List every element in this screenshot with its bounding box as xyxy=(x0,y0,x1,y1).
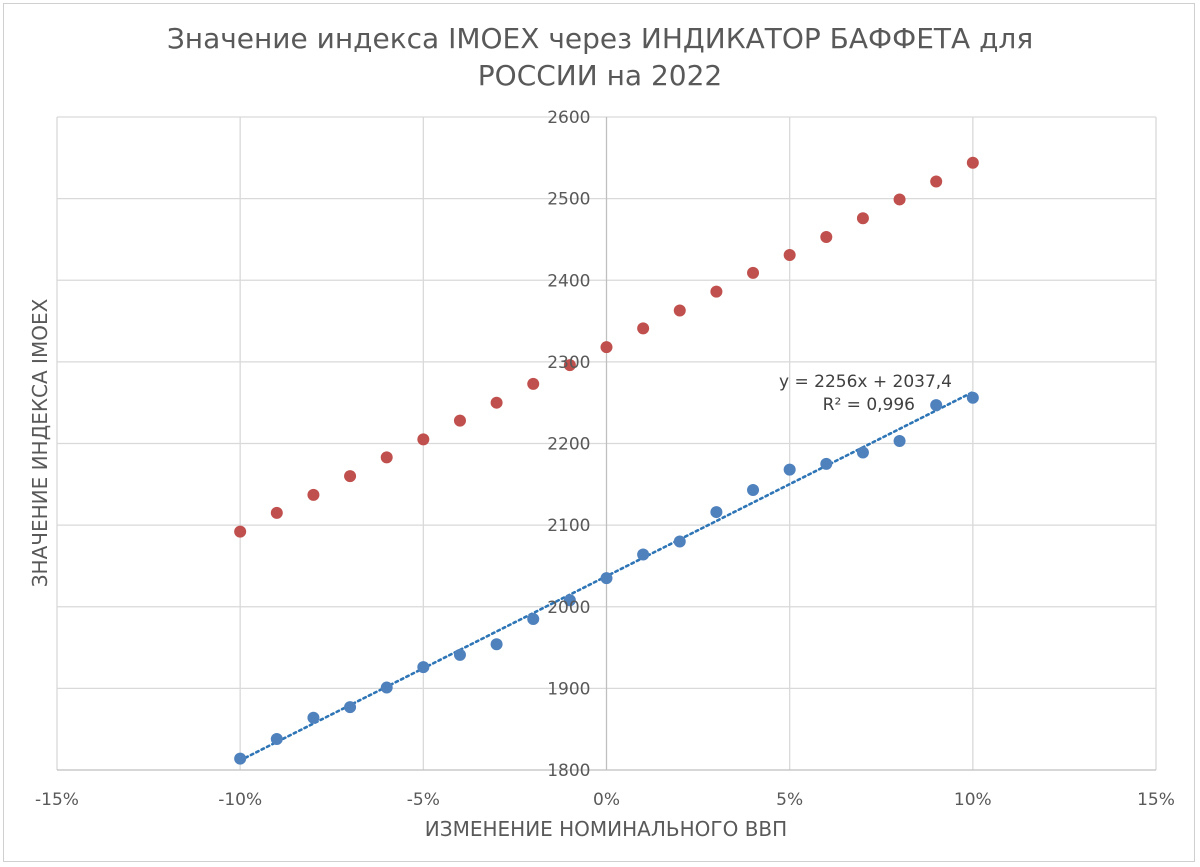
data-point-series-1 xyxy=(527,377,540,390)
data-point-series-2 xyxy=(747,484,760,497)
data-point-series-1 xyxy=(490,396,503,409)
data-point-series-1 xyxy=(783,248,796,261)
data-point-series-1 xyxy=(417,433,430,446)
data-point-series-2 xyxy=(270,732,283,745)
x-tick-label: -10% xyxy=(218,790,262,810)
tick-labels: 1800 1900 2000 2100 2200 2300 2400 2500 2600 -15%… xyxy=(35,108,1175,810)
data-point-series-1 xyxy=(710,285,723,298)
data-point-series-1 xyxy=(270,506,283,519)
data-point-series-1 xyxy=(637,322,650,335)
data-point-series-2 xyxy=(380,681,393,694)
trendline-equation: y = 2256x + 2037,4 xyxy=(779,372,952,392)
x-axis-title: ИЗМЕНЕНИЕ НОМИНАЛЬНОГО ВВП xyxy=(425,817,787,841)
data-point-series-2 xyxy=(893,435,906,448)
data-point-series-2 xyxy=(527,612,540,625)
data-points xyxy=(234,156,979,765)
trendline-r2: R² = 0,996 xyxy=(823,395,915,415)
data-point-series-1 xyxy=(234,525,247,538)
data-point-series-1 xyxy=(307,488,320,501)
data-point-series-2 xyxy=(856,446,869,459)
data-point-series-2 xyxy=(710,506,723,519)
data-point-series-2 xyxy=(490,638,503,651)
data-point-series-2 xyxy=(234,752,247,765)
y-tick-label: 2600 xyxy=(547,108,590,128)
x-tick-label: -15% xyxy=(35,790,79,810)
data-point-series-2 xyxy=(637,548,650,561)
data-point-series-2 xyxy=(344,701,357,714)
gridlines xyxy=(56,116,1157,770)
y-tick-label: 2100 xyxy=(547,516,590,536)
data-point-series-2 xyxy=(600,572,613,585)
data-point-series-2 xyxy=(453,648,466,661)
y-axis-title: ЗНАЧЕНИЕ ИНДЕКСА IMOEX xyxy=(28,298,52,587)
chart-title-line-1: Значение индекса IMOEX через ИНДИКАТОР Б… xyxy=(167,22,1033,55)
data-point-series-1 xyxy=(966,156,979,169)
x-tick-label: -5% xyxy=(407,790,440,810)
y-tick-label: 2500 xyxy=(547,190,590,210)
y-tick-label: 1800 xyxy=(547,761,590,781)
x-tick-label: 10% xyxy=(954,790,992,810)
data-point-series-1 xyxy=(673,304,686,317)
axes xyxy=(57,117,1156,771)
data-point-series-2 xyxy=(930,399,943,412)
data-point-series-2 xyxy=(673,535,686,548)
y-tick-label: 2400 xyxy=(547,271,590,291)
data-point-series-2 xyxy=(417,661,430,674)
y-tick-label: 2300 xyxy=(547,353,590,373)
data-point-series-2 xyxy=(820,457,833,470)
data-point-series-2 xyxy=(307,711,320,724)
x-tick-label: 15% xyxy=(1137,790,1175,810)
y-tick-label: 1900 xyxy=(547,679,590,699)
data-point-series-1 xyxy=(856,212,869,225)
y-tick-label: 2200 xyxy=(547,435,590,455)
chart-frame xyxy=(3,3,1195,862)
x-tick-label: 5% xyxy=(776,790,803,810)
data-point-series-1 xyxy=(344,470,357,483)
data-point-series-1 xyxy=(820,230,833,243)
data-point-series-1 xyxy=(747,266,760,279)
data-point-series-2 xyxy=(966,391,979,404)
data-point-series-1 xyxy=(453,414,466,427)
data-point-series-1 xyxy=(563,359,576,372)
data-point-series-1 xyxy=(600,341,613,354)
data-point-series-2 xyxy=(783,463,796,476)
data-point-series-1 xyxy=(380,451,393,464)
data-point-series-2 xyxy=(563,594,576,607)
x-tick-label: 0% xyxy=(593,790,620,810)
y-tick-label: 2000 xyxy=(547,598,590,618)
data-point-series-1 xyxy=(930,175,943,188)
data-point-series-1 xyxy=(893,193,906,206)
chart-title-line-2: РОССИИ на 2022 xyxy=(478,59,722,92)
